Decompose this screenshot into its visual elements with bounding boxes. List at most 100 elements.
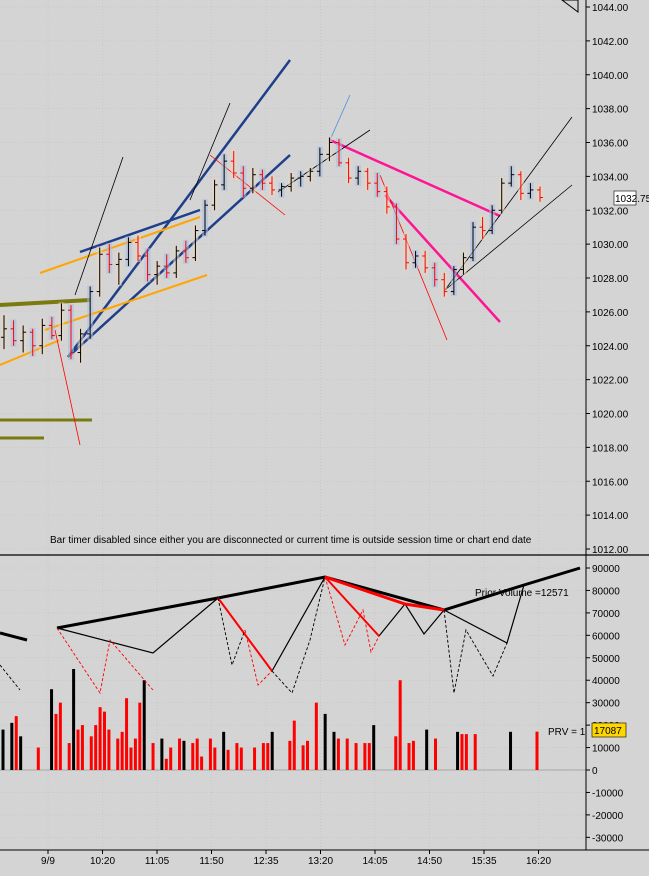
volume-bar: [200, 756, 204, 770]
volume-bar: [169, 747, 173, 770]
trendline: [384, 194, 501, 323]
candle: [230, 149, 237, 180]
price-tick-label: 1020.00: [592, 410, 629, 421]
candle: [269, 175, 275, 197]
time-axis: 9/9 10:20 11:05 11:50 12:35 13:20 14:05 14:50 15…: [41, 850, 551, 867]
volume-bar: [10, 722, 14, 770]
time-tick-label: 11:50: [199, 856, 224, 867]
volume-bar: [125, 698, 129, 770]
candle: [182, 239, 189, 264]
volume-bar: [332, 731, 336, 770]
volume-bar: [208, 738, 212, 770]
volume-bar: [345, 738, 349, 770]
candle: [297, 170, 304, 188]
volume-bar: [94, 725, 98, 770]
volume-bar: [116, 738, 120, 770]
candle: [345, 156, 352, 185]
volume-tick-label: 50000: [592, 654, 620, 665]
volume-bar: [226, 749, 230, 770]
candle: [10, 319, 17, 347]
volume-bar: [535, 731, 539, 770]
volume-bar: [58, 702, 62, 770]
volume-bar: [54, 713, 58, 770]
price-tick-label: 1016.00: [592, 477, 629, 488]
volume-swing-dashed: [271, 576, 326, 694]
candle: [479, 216, 486, 241]
candle: [307, 166, 314, 183]
volume-bar: [191, 743, 195, 770]
volume-tick-label: -20000: [592, 811, 624, 822]
candle: [278, 182, 285, 198]
volume-bar: [1, 729, 5, 770]
volume-bar: [50, 689, 54, 770]
price-tick-label: 1042.00: [592, 37, 629, 48]
status-message: Bar timer disabled since either you are …: [50, 535, 532, 546]
candle: [316, 146, 323, 178]
candle: [173, 244, 180, 279]
volume-bar: [235, 743, 239, 770]
volume-bar: [288, 740, 292, 770]
volume-bar: [151, 743, 155, 770]
volume-bar: [164, 758, 168, 770]
price-tick-label: 1018.00: [592, 443, 629, 454]
price-tick-label: 1026.00: [592, 308, 629, 319]
volume-tick-label: 30000: [592, 699, 620, 710]
volume-bar: [89, 736, 93, 770]
volume-swing-lines: [0, 566, 581, 695]
last-price-badge: 1032.75: [613, 190, 649, 206]
prior-volume-text: Prior Volume =12571: [475, 588, 569, 599]
volume-bar: [67, 743, 71, 770]
price-tick-label: 1014.00: [592, 511, 629, 522]
volume-swing-line: [324, 575, 445, 612]
candle: [144, 248, 151, 283]
scroll-arrow-icon[interactable]: [561, 0, 579, 13]
trendline: [329, 138, 501, 218]
trendline: [54, 329, 81, 446]
volume-bar-series: [1, 669, 539, 770]
volume-bar: [120, 731, 124, 770]
volume-bar: [14, 716, 18, 770]
candle: [259, 168, 266, 191]
volume-bar: [142, 680, 146, 770]
volume-tick-label: -30000: [592, 833, 624, 844]
time-tick-label: 16:20: [526, 856, 551, 867]
time-tick-label: 12:35: [253, 856, 278, 867]
candle: [20, 324, 27, 354]
volume-bar: [270, 731, 274, 770]
candle: [431, 261, 438, 288]
trendline: [0, 298, 91, 307]
volume-bar: [425, 729, 429, 770]
volume-bar: [129, 747, 133, 770]
candle: [202, 199, 208, 237]
volume-bar: [72, 669, 76, 770]
candle: [154, 260, 161, 286]
volume-bar: [473, 734, 477, 770]
volume-swing-line: [217, 597, 273, 672]
price-tick-label: 1032.00: [592, 206, 629, 217]
volume-bar: [464, 734, 468, 770]
candle: [441, 271, 448, 298]
candle: [450, 265, 457, 296]
volume-bar: [306, 740, 310, 770]
volume-bar: [133, 738, 137, 770]
volume-tick-label: -10000: [592, 788, 624, 799]
candle: [135, 234, 141, 263]
volume-bar: [509, 731, 513, 770]
volume-bar: [367, 743, 371, 770]
candle: [537, 185, 543, 203]
volume-bar: [19, 736, 23, 770]
volume-bar: [107, 729, 111, 770]
volume-bar: [460, 734, 464, 770]
candle: [211, 178, 218, 212]
candle: [508, 165, 515, 188]
volume-bar: [36, 747, 40, 770]
volume-bar: [354, 743, 358, 770]
price-tick-label: 1012.00: [592, 545, 629, 556]
volume-bar: [160, 738, 164, 770]
candle: [383, 185, 390, 215]
candle: [58, 302, 65, 342]
volume-swing-dashed: [0, 664, 21, 691]
price-tick-label: 1034.00: [592, 172, 629, 183]
volume-bar: [301, 745, 305, 770]
